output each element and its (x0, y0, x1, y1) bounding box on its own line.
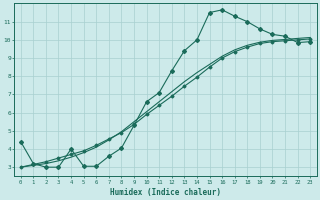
X-axis label: Humidex (Indice chaleur): Humidex (Indice chaleur) (110, 188, 221, 197)
